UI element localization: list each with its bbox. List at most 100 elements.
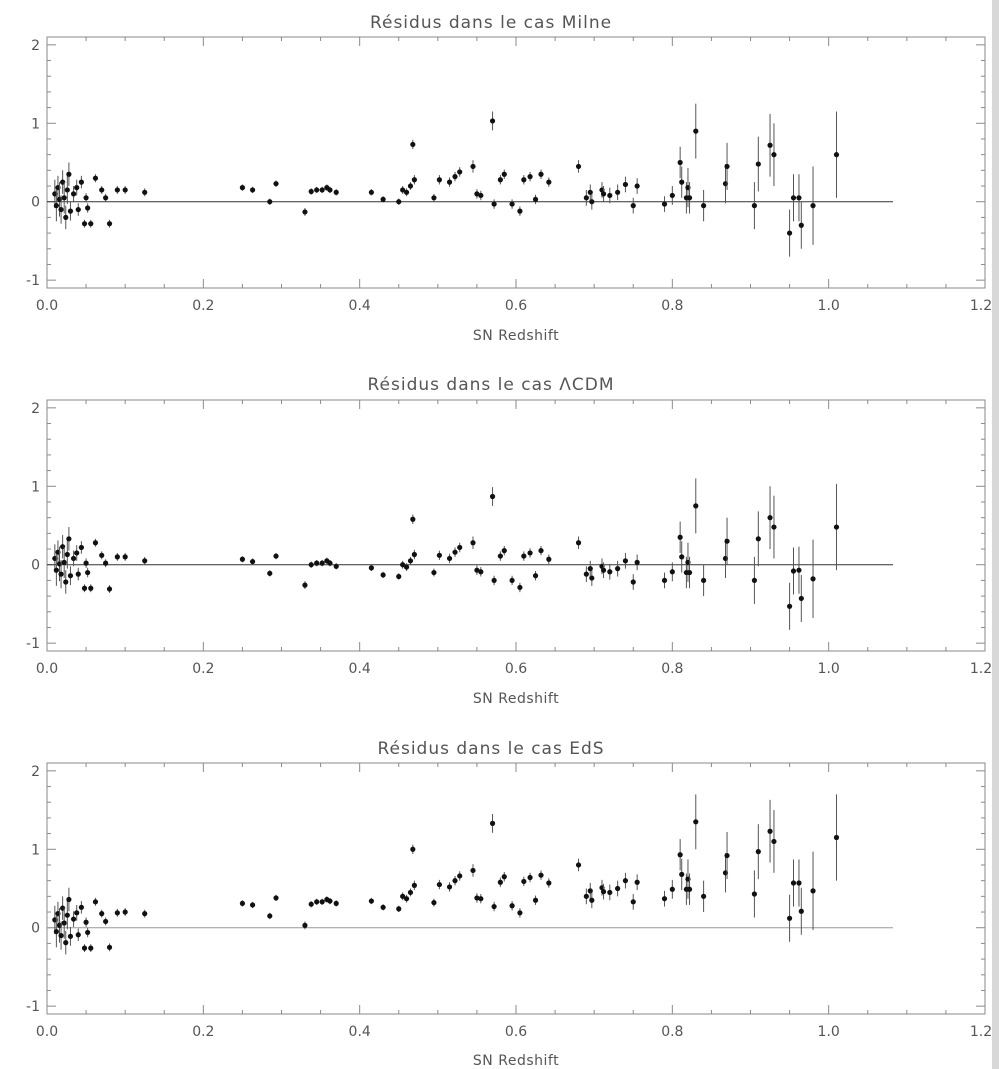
data-point xyxy=(99,552,105,558)
data-point xyxy=(786,230,793,236)
data-point xyxy=(474,567,480,573)
data-point xyxy=(833,524,840,530)
data-point xyxy=(661,896,668,902)
data-point xyxy=(677,534,683,540)
data-point xyxy=(410,516,416,522)
data-point xyxy=(589,897,595,903)
data-point xyxy=(679,554,685,560)
chart-title: Résidus dans le cas EdS xyxy=(377,739,604,759)
data-point xyxy=(83,919,89,925)
data-point xyxy=(273,181,279,187)
data-point xyxy=(122,554,128,560)
data-point xyxy=(85,569,91,576)
data-point xyxy=(103,560,109,566)
chart-marks: 0.0 0.2 0.4 0.6 0.8 1.0 1.2 -1 0 1 2 xyxy=(26,762,992,1040)
data-point xyxy=(75,206,81,213)
data-point xyxy=(122,909,128,915)
data-point xyxy=(575,540,582,546)
x-tick-label: 1.0 xyxy=(818,1024,840,1040)
data-point xyxy=(790,568,797,574)
data-point xyxy=(67,933,74,939)
data-point xyxy=(446,179,453,185)
data-point xyxy=(81,221,88,227)
data-point xyxy=(679,179,685,185)
data-point xyxy=(368,189,374,195)
data-point xyxy=(302,209,308,215)
data-point xyxy=(693,128,699,134)
data-point xyxy=(319,560,325,566)
x-tick-label: 0.0 xyxy=(36,1024,58,1040)
data-point xyxy=(796,567,802,573)
data-point xyxy=(661,577,668,584)
data-point xyxy=(701,577,707,584)
x-tick-label: 0.2 xyxy=(192,661,214,677)
data-point xyxy=(546,556,552,562)
data-point xyxy=(491,577,497,584)
data-point xyxy=(615,566,621,572)
data-point xyxy=(58,206,64,213)
data-point xyxy=(396,199,402,205)
data-point xyxy=(410,846,416,852)
data-point xyxy=(85,205,91,211)
data-point xyxy=(436,552,442,558)
data-point xyxy=(630,899,636,905)
x-tick-label: 0.4 xyxy=(349,298,371,314)
data-point xyxy=(70,191,77,197)
y-tick-label: -1 xyxy=(26,999,40,1015)
data-point xyxy=(470,540,476,546)
data-point xyxy=(88,585,94,591)
data-point xyxy=(142,911,148,917)
data-point xyxy=(677,159,683,166)
data-point xyxy=(724,852,730,859)
data-point xyxy=(677,852,683,858)
data-point xyxy=(249,902,256,908)
data-point xyxy=(99,187,105,193)
y-tick-label: 2 xyxy=(31,764,40,780)
data-point xyxy=(693,503,699,509)
data-point xyxy=(407,558,414,564)
data-point xyxy=(470,867,476,874)
data-point xyxy=(751,891,758,897)
data-point xyxy=(538,548,544,554)
data-point xyxy=(273,895,279,901)
chart-panel-lcdm: Résidus dans le cas ΛCDM 0.0 0.2 0.4 0.6 0.8… xyxy=(26,375,992,707)
data-point xyxy=(103,195,109,201)
data-point xyxy=(810,888,816,894)
data-point xyxy=(457,169,463,175)
data-point xyxy=(410,141,416,148)
data-point xyxy=(771,524,777,530)
data-point xyxy=(88,221,94,227)
data-point xyxy=(92,899,99,905)
data-point xyxy=(302,582,308,588)
x-tick-label: 0.4 xyxy=(349,661,371,677)
data-point xyxy=(67,573,74,579)
data-point xyxy=(61,920,67,926)
data-point xyxy=(798,595,804,602)
data-point xyxy=(532,897,539,903)
data-point xyxy=(489,118,496,124)
data-point xyxy=(314,187,320,193)
x-tick-label: 0.8 xyxy=(661,661,683,677)
data-point xyxy=(786,915,793,921)
data-point xyxy=(106,221,113,227)
data-point xyxy=(53,929,59,935)
data-point xyxy=(575,862,582,868)
x-tick-label: 0.4 xyxy=(349,1024,371,1040)
data-point xyxy=(686,569,693,576)
data-point xyxy=(403,896,410,902)
data-point xyxy=(308,188,314,195)
data-point xyxy=(600,889,607,895)
data-point xyxy=(327,560,333,566)
chart-title: Résidus dans le cas ΛCDM xyxy=(367,375,614,395)
data-point xyxy=(446,884,453,890)
x-tick-label: 0.6 xyxy=(505,298,527,314)
data-point xyxy=(517,208,523,214)
data-point xyxy=(724,163,730,170)
data-point xyxy=(106,586,113,592)
data-point xyxy=(239,900,246,907)
data-point xyxy=(767,828,773,834)
data-point xyxy=(380,196,386,202)
y-tick-label: 1 xyxy=(31,479,40,495)
data-point xyxy=(368,565,374,571)
